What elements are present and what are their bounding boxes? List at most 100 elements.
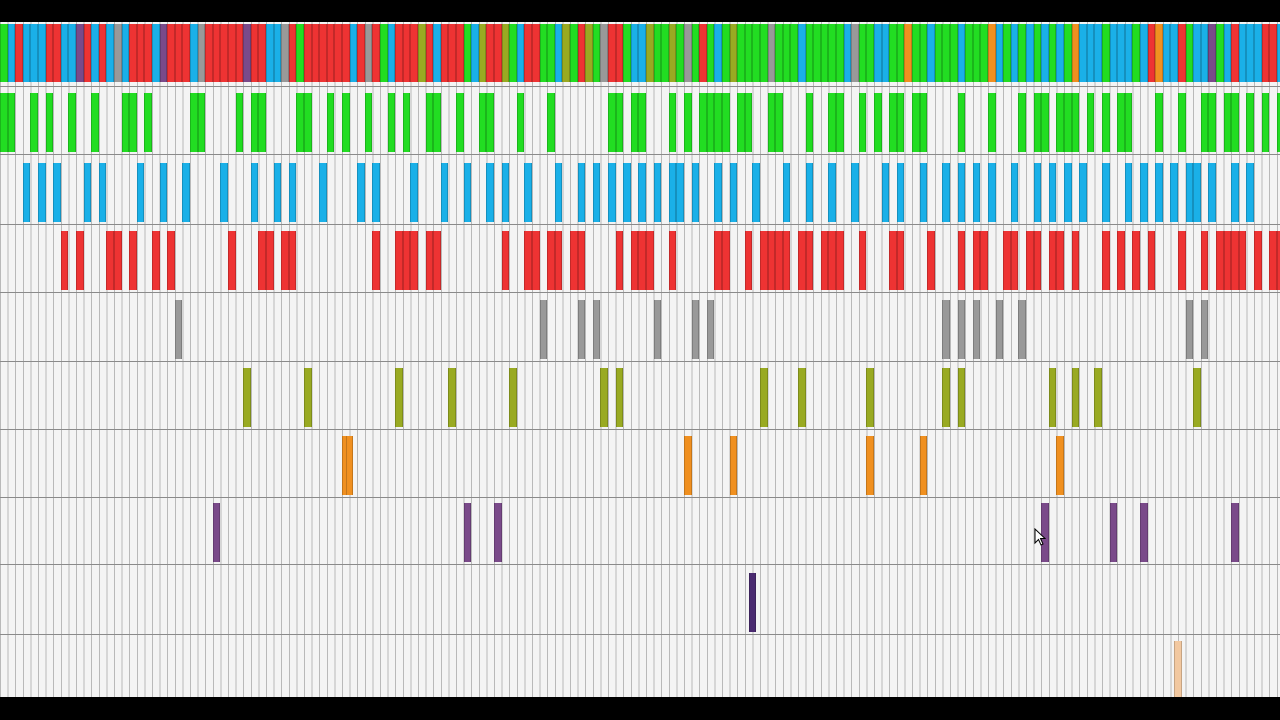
- note-block[interactable]: [509, 368, 517, 427]
- note-block[interactable]: [53, 163, 61, 222]
- note-block[interactable]: [1003, 231, 1011, 290]
- note-block[interactable]: [304, 93, 312, 152]
- note-block[interactable]: [425, 231, 434, 290]
- note-block[interactable]: [942, 300, 950, 359]
- note-block[interactable]: [1033, 231, 1042, 290]
- note-block[interactable]: [592, 163, 601, 222]
- note-block[interactable]: [1208, 93, 1216, 152]
- note-block[interactable]: [296, 93, 304, 152]
- note-block[interactable]: [782, 163, 791, 222]
- note-block[interactable]: [912, 93, 920, 152]
- note-block[interactable]: [684, 436, 692, 495]
- note-block[interactable]: [972, 300, 981, 359]
- note-block[interactable]: [1261, 93, 1270, 152]
- note-track[interactable]: [0, 430, 1280, 498]
- note-block[interactable]: [858, 93, 867, 152]
- note-block[interactable]: [1124, 93, 1133, 152]
- note-block[interactable]: [1185, 163, 1194, 222]
- note-block[interactable]: [174, 300, 183, 359]
- note-block[interactable]: [714, 93, 722, 152]
- note-block[interactable]: [304, 368, 312, 427]
- note-block[interactable]: [729, 163, 738, 222]
- note-block[interactable]: [463, 503, 472, 562]
- note-block[interactable]: [972, 163, 981, 222]
- note-block[interactable]: [744, 93, 753, 152]
- note-block[interactable]: [387, 93, 396, 152]
- note-block[interactable]: [851, 163, 859, 222]
- note-block[interactable]: [798, 368, 806, 427]
- note-block[interactable]: [68, 93, 76, 152]
- note-block[interactable]: [501, 163, 510, 222]
- note-block[interactable]: [486, 93, 494, 152]
- note-block[interactable]: [653, 163, 662, 222]
- note-block[interactable]: [212, 503, 221, 562]
- note-block[interactable]: [410, 163, 418, 222]
- note-block[interactable]: [729, 436, 738, 495]
- note-block[interactable]: [691, 163, 700, 222]
- note-block[interactable]: [1064, 163, 1072, 222]
- note-block[interactable]: [858, 231, 867, 290]
- note-track[interactable]: [0, 362, 1280, 430]
- note-block[interactable]: [919, 436, 928, 495]
- note-block[interactable]: [1041, 503, 1049, 562]
- note-block[interactable]: [433, 231, 441, 290]
- note-block[interactable]: [129, 231, 137, 290]
- note-block[interactable]: [129, 93, 137, 152]
- note-block[interactable]: [554, 231, 563, 290]
- note-block[interactable]: [919, 93, 928, 152]
- note-block[interactable]: [1200, 231, 1209, 290]
- note-block[interactable]: [1102, 231, 1110, 290]
- note-block[interactable]: [577, 300, 586, 359]
- note-block[interactable]: [1056, 93, 1064, 152]
- note-block[interactable]: [691, 300, 700, 359]
- note-block[interactable]: [615, 231, 624, 290]
- note-block[interactable]: [638, 163, 646, 222]
- note-block[interactable]: [38, 163, 46, 222]
- note-block[interactable]: [228, 231, 236, 290]
- note-block[interactable]: [288, 231, 297, 290]
- note-block[interactable]: [494, 503, 502, 562]
- note-track[interactable]: [0, 567, 1280, 635]
- note-block[interactable]: [98, 163, 107, 222]
- note-block[interactable]: [220, 163, 228, 222]
- note-block[interactable]: [608, 93, 616, 152]
- note-block[interactable]: [737, 93, 745, 152]
- note-block[interactable]: [357, 163, 365, 222]
- note-block[interactable]: [782, 231, 791, 290]
- note-block[interactable]: [1140, 163, 1148, 222]
- note-block[interactable]: [478, 93, 487, 152]
- note-block[interactable]: [1254, 231, 1262, 290]
- note-block[interactable]: [630, 93, 639, 152]
- note-block[interactable]: [1174, 641, 1182, 697]
- note-block[interactable]: [805, 163, 814, 222]
- note-block[interactable]: [326, 93, 335, 152]
- note-block[interactable]: [1276, 93, 1280, 152]
- note-block[interactable]: [524, 231, 532, 290]
- note-block[interactable]: [767, 231, 776, 290]
- note-block[interactable]: [1200, 93, 1209, 152]
- note-block[interactable]: [167, 231, 175, 290]
- note-block[interactable]: [60, 231, 69, 290]
- note-block[interactable]: [866, 368, 874, 427]
- note-block[interactable]: [638, 93, 646, 152]
- note-block[interactable]: [775, 93, 783, 152]
- note-block[interactable]: [1223, 231, 1232, 290]
- note-block[interactable]: [615, 368, 624, 427]
- note-block[interactable]: [1071, 231, 1080, 290]
- note-block[interactable]: [1185, 300, 1194, 359]
- note-block[interactable]: [30, 93, 38, 152]
- note-block[interactable]: [159, 163, 168, 222]
- note-block[interactable]: [372, 163, 380, 222]
- note-block[interactable]: [1056, 231, 1064, 290]
- note-block[interactable]: [1246, 163, 1254, 222]
- note-block[interactable]: [1048, 231, 1057, 290]
- note-block[interactable]: [760, 231, 768, 290]
- note-block[interactable]: [957, 300, 966, 359]
- note-block[interactable]: [1102, 163, 1110, 222]
- note-block[interactable]: [1010, 163, 1019, 222]
- note-block[interactable]: [532, 231, 540, 290]
- note-block[interactable]: [136, 163, 145, 222]
- note-block[interactable]: [463, 163, 472, 222]
- note-block[interactable]: [1155, 163, 1163, 222]
- note-block[interactable]: [433, 93, 441, 152]
